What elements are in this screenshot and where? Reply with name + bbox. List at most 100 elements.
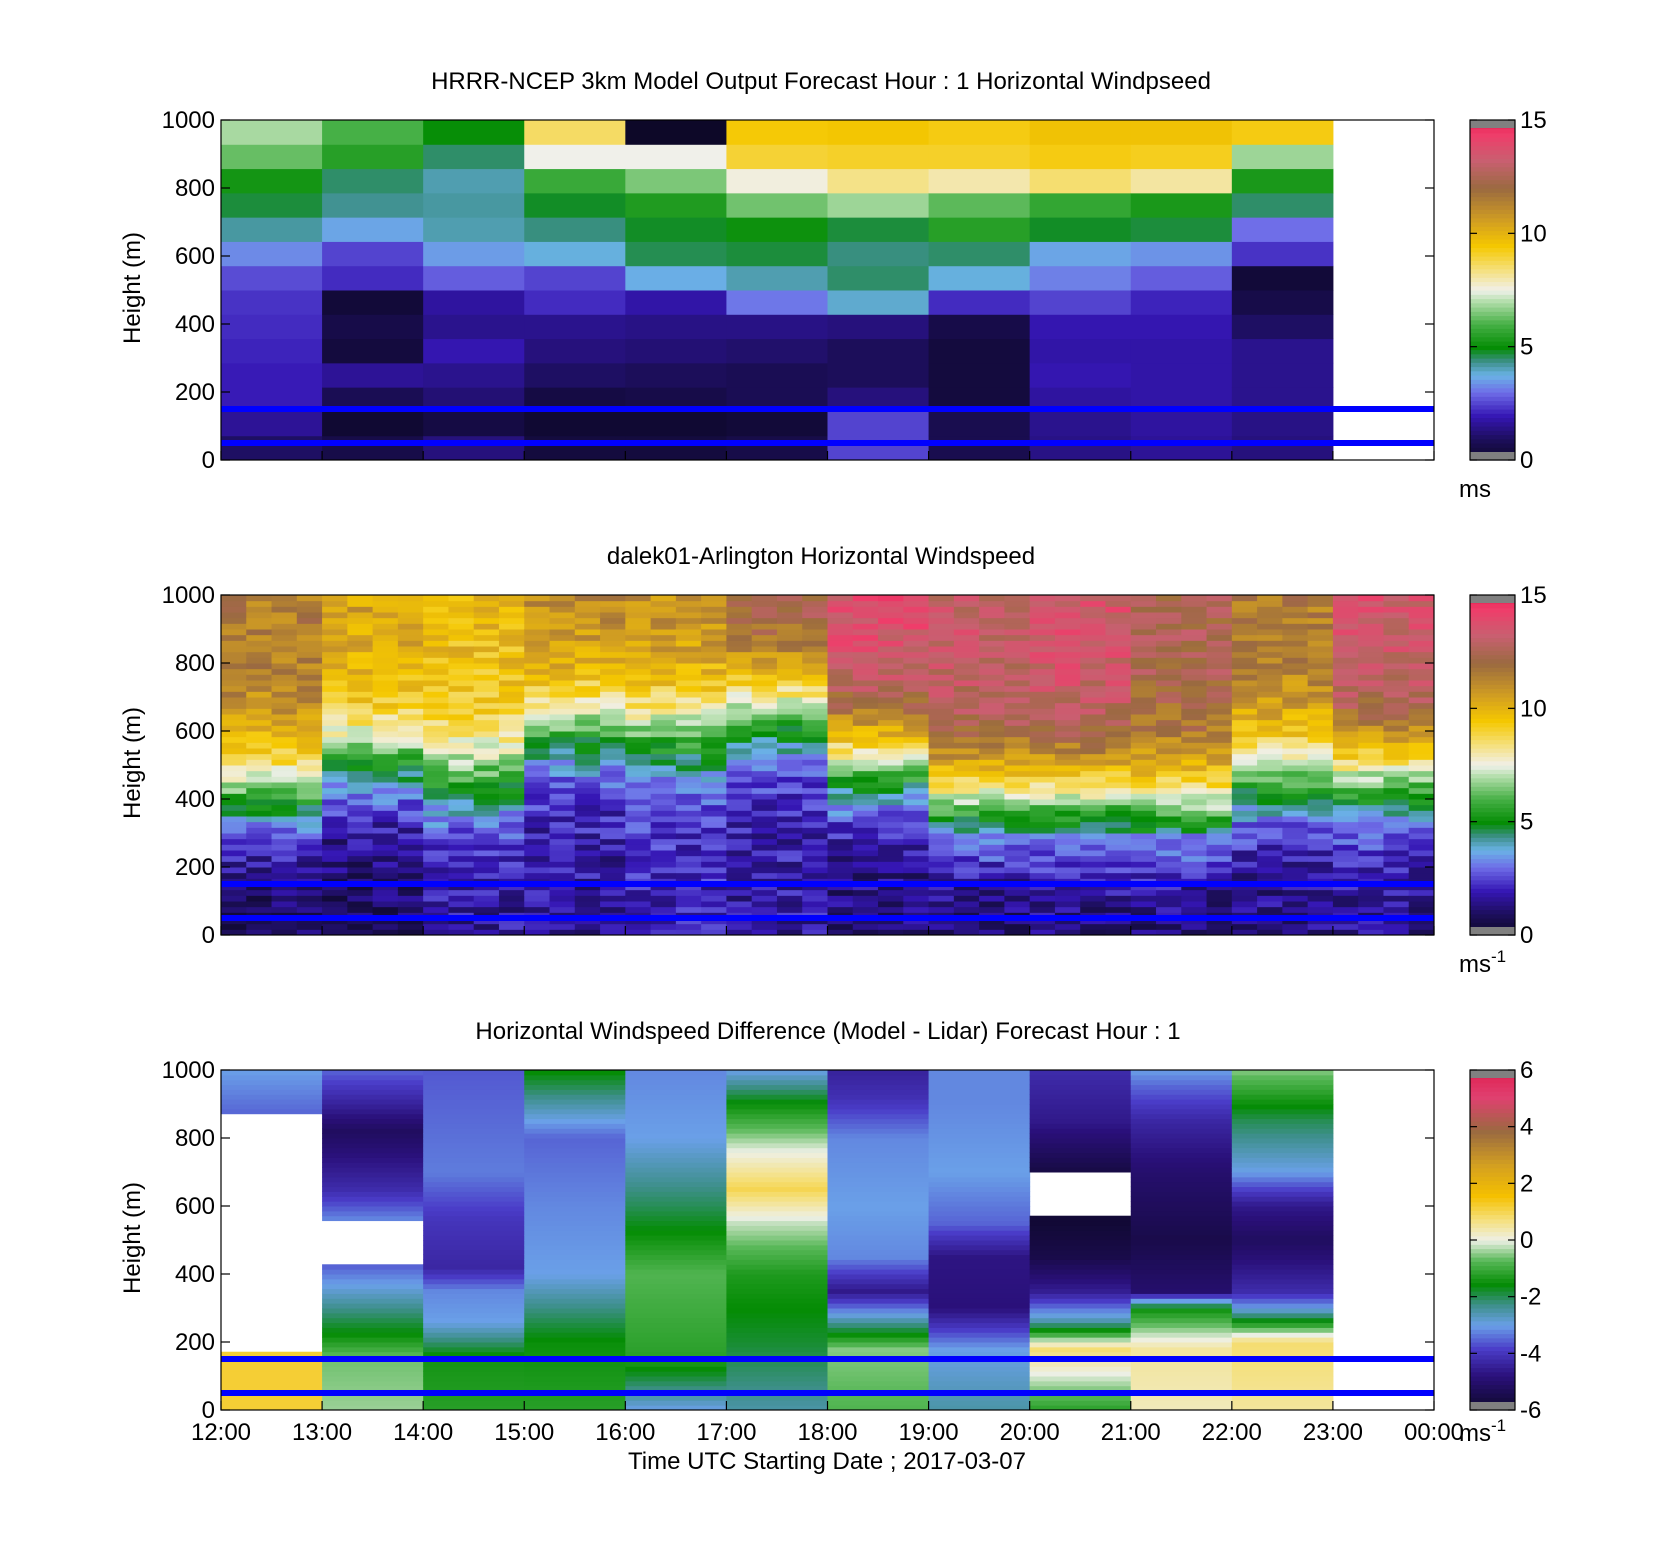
x-tick-label: 21:00 <box>1101 1419 1161 1446</box>
heatmap-cell <box>1231 1342 1334 1348</box>
heatmap-cell <box>473 680 500 687</box>
heatmap-cell <box>1130 1181 1233 1188</box>
heatmap-cell <box>1156 844 1182 851</box>
heatmap-cell <box>1282 623 1309 630</box>
heatmap-cell <box>675 657 702 664</box>
heatmap-cell <box>1181 674 1208 681</box>
heatmap-cell <box>1408 901 1435 908</box>
heatmap-cell <box>1029 1249 1132 1256</box>
heatmap-cell <box>1358 776 1384 783</box>
heatmap-cell <box>524 144 626 170</box>
heatmap-cell <box>625 290 727 315</box>
heatmap-cell <box>1156 657 1182 664</box>
colorbar-segment <box>1470 879 1515 885</box>
heatmap-cell <box>322 827 348 834</box>
y-tick-label: 1000 <box>162 107 215 134</box>
heatmap-cell <box>1130 646 1157 653</box>
panel-lidar-windspeed: dalek01-Arlington Horizontal Windspeed H… <box>119 543 1547 978</box>
heatmap-cell <box>625 759 652 766</box>
heatmap-cell <box>221 217 323 242</box>
heatmap-cell <box>473 629 500 636</box>
heatmap-cell <box>928 314 1031 340</box>
colorbar-segment <box>1470 654 1515 660</box>
heatmap-cell <box>600 799 626 806</box>
heatmap-cell <box>600 923 626 930</box>
heatmap-cell <box>347 748 374 755</box>
heatmap-cell <box>726 923 753 930</box>
heatmap-cell <box>1181 821 1208 828</box>
heatmap-cell <box>903 714 930 721</box>
heatmap-cell <box>1029 1123 1132 1129</box>
heatmap-cell <box>1408 844 1435 851</box>
heatmap-cell <box>1206 731 1233 738</box>
heatmap-cell <box>271 691 298 698</box>
heatmap-cell <box>1358 929 1384 936</box>
heatmap-cell <box>271 889 298 896</box>
colorbar-tick-label: 0 <box>1520 922 1533 949</box>
heatmap-cell <box>296 872 323 879</box>
heatmap-cell <box>1004 929 1031 936</box>
heatmap-cell <box>1130 1346 1233 1353</box>
heatmap-cell <box>675 765 702 772</box>
heatmap-cell <box>852 640 879 647</box>
heatmap-cell <box>1156 595 1182 602</box>
heatmap-cell <box>1130 1337 1233 1343</box>
heatmap-cell <box>549 719 576 726</box>
heatmap-cell <box>852 680 879 687</box>
heatmap-cell <box>1130 1235 1233 1241</box>
heatmap-cell <box>524 674 551 681</box>
heatmap-cell <box>751 765 778 772</box>
colorbar-segment <box>1470 1363 1515 1369</box>
heatmap-cell <box>1282 872 1309 879</box>
heatmap-cell <box>726 1337 828 1343</box>
heatmap-cell <box>322 719 348 726</box>
heatmap-cell <box>1004 651 1031 658</box>
heatmap-cell <box>726 606 753 613</box>
heatmap-cell <box>953 668 980 675</box>
heatmap-cell <box>953 929 980 936</box>
heatmap-cell <box>1408 617 1435 624</box>
heatmap-cell <box>1029 657 1056 664</box>
heatmap-cell <box>423 867 449 874</box>
heatmap-cell <box>423 192 525 218</box>
heatmap-cell <box>650 634 677 641</box>
heatmap-cell <box>1181 850 1208 857</box>
heatmap-cell <box>1257 918 1283 925</box>
colorbar-segment <box>1470 1104 1515 1109</box>
heatmap-cell <box>347 929 374 936</box>
heatmap-cell <box>625 1157 727 1163</box>
heatmap-cell <box>271 702 298 709</box>
heatmap-cell <box>726 884 753 891</box>
heatmap-cell <box>221 753 247 760</box>
heatmap-cell <box>726 793 753 800</box>
heatmap-cell <box>928 1259 1031 1265</box>
heatmap-cell <box>776 719 803 726</box>
heatmap-cell <box>246 731 273 738</box>
heatmap-cell <box>524 1215 626 1222</box>
heatmap-cell <box>574 895 601 902</box>
colorbar-segment <box>1470 213 1515 219</box>
heatmap-cell <box>1257 827 1283 834</box>
heatmap-cell <box>1206 702 1233 709</box>
heatmap-cell <box>878 833 904 840</box>
heatmap-cell <box>726 787 753 794</box>
y-tick-label: 800 <box>175 1125 215 1152</box>
heatmap-cell <box>928 731 955 738</box>
heatmap-cell <box>675 776 702 783</box>
heatmap-cell <box>524 906 551 913</box>
heatmap-cell <box>1054 623 1081 630</box>
heatmap-cell <box>1231 1293 1334 1299</box>
heatmap-cell <box>675 595 702 602</box>
heatmap-cell <box>296 844 323 851</box>
heatmap-cell <box>928 1225 1031 1231</box>
heatmap-cell <box>1358 867 1384 874</box>
heatmap-cell <box>751 850 778 857</box>
colorbar-segment <box>1470 650 1515 656</box>
heatmap-cell <box>296 595 323 602</box>
heatmap-cell <box>1029 265 1132 291</box>
heatmap-cell <box>1307 833 1334 840</box>
heatmap-cell <box>448 827 475 834</box>
heatmap-cell <box>549 691 576 698</box>
heatmap-cell <box>498 753 525 760</box>
heatmap-cell <box>726 1142 828 1149</box>
